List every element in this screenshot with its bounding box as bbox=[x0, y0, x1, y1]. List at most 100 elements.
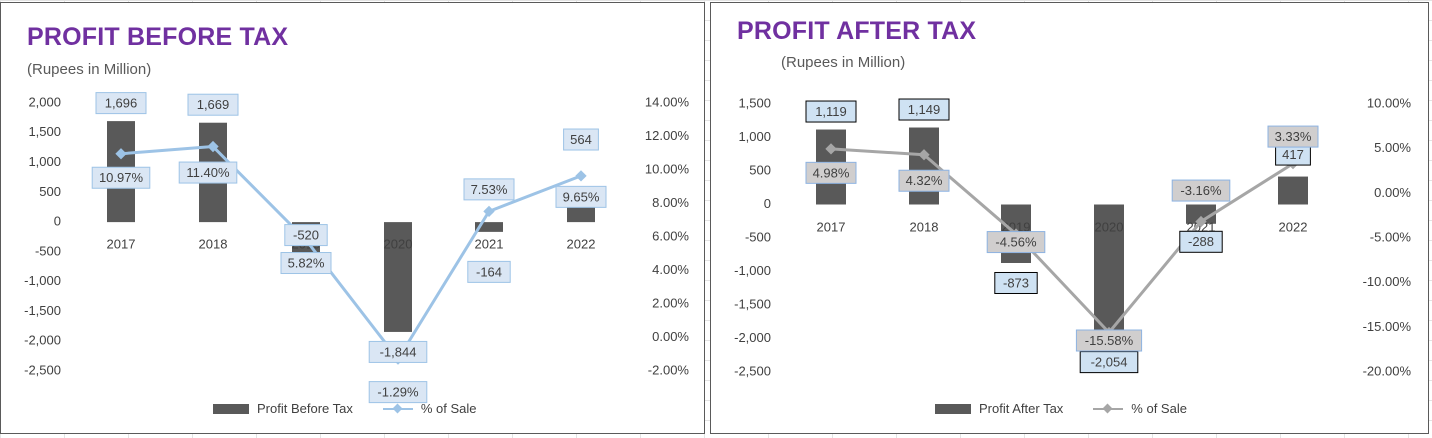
bar-data-label-box bbox=[95, 92, 147, 115]
line-data-label: 7.53% bbox=[471, 182, 508, 197]
line-marker bbox=[207, 140, 219, 153]
chart-subtitle: (Rupees in Million) bbox=[781, 54, 906, 71]
line-data-label-box bbox=[986, 231, 1046, 254]
bar-data-label: -520 bbox=[293, 228, 319, 243]
legend-bar-swatch bbox=[935, 403, 971, 414]
bar-data-label: 1,119 bbox=[815, 104, 847, 119]
y-axis-tick-label: -2,000 bbox=[734, 330, 771, 345]
chart-subtitle: (Rupees in Million) bbox=[27, 61, 152, 78]
line-data-label-box bbox=[178, 161, 238, 184]
chart-title: PROFIT BEFORE TAX bbox=[27, 23, 289, 51]
bar-data-label: 1,696 bbox=[105, 96, 138, 111]
x-axis-tick-label: 2020 bbox=[1095, 219, 1124, 234]
line-data-label: 5.82% bbox=[288, 255, 325, 270]
legend-label-bars: Profit After Tax bbox=[979, 401, 1064, 416]
series-line bbox=[120, 145, 582, 361]
line-data-label-box bbox=[463, 178, 515, 201]
y-axis-tick-label: -1,500 bbox=[734, 296, 771, 311]
line-data-label: -15.58% bbox=[1085, 333, 1134, 348]
bar-data-label-box bbox=[805, 100, 857, 123]
bar-data-label: 417 bbox=[1282, 147, 1304, 162]
y2-axis-tick-label: 8.00% bbox=[652, 195, 689, 210]
y-axis-tick-label: 2,000 bbox=[28, 94, 61, 109]
y2-axis-tick-label: -15.00% bbox=[1363, 319, 1412, 334]
bar-data-label: -873 bbox=[1003, 275, 1029, 290]
line-data-label-box bbox=[1075, 329, 1143, 352]
line-data-label-box bbox=[555, 185, 607, 208]
bar-data-label: -2,054 bbox=[1091, 355, 1128, 370]
y-axis-tick-label: 0 bbox=[764, 196, 771, 211]
bar bbox=[909, 127, 939, 205]
legend-label-line: % of Sale bbox=[420, 401, 477, 416]
x-axis-tick-label: 2022 bbox=[1279, 219, 1308, 234]
y-axis-tick-label: 0 bbox=[54, 214, 61, 229]
bar-data-label-box bbox=[994, 271, 1038, 294]
legend-label-line: % of Sale bbox=[1131, 401, 1187, 416]
bar-data-label-box bbox=[368, 340, 428, 363]
y-axis-tick-label: 1,500 bbox=[28, 124, 61, 139]
line-marker bbox=[1195, 215, 1207, 228]
y-axis-tick-label: 1,000 bbox=[738, 129, 771, 144]
y2-axis-tick-label: 2.00% bbox=[652, 295, 689, 310]
line-data-label-box bbox=[805, 161, 857, 184]
bar-data-label: 1,669 bbox=[197, 97, 230, 112]
bar-data-label-box bbox=[284, 224, 328, 247]
y-axis-tick-label: 500 bbox=[749, 162, 771, 177]
y-axis-tick-label: 1,000 bbox=[28, 154, 61, 169]
line-data-label: 4.98% bbox=[813, 165, 850, 180]
y-axis-tick-label: -1,000 bbox=[24, 273, 61, 288]
line-data-label: 9.65% bbox=[563, 189, 600, 204]
line-data-label-box bbox=[1171, 179, 1231, 202]
bar-data-label: 1,149 bbox=[908, 102, 941, 117]
line-data-label: -3.16% bbox=[1180, 183, 1222, 198]
y-axis-tick-label: 500 bbox=[39, 184, 61, 199]
bar-data-label: -1,844 bbox=[380, 344, 417, 359]
bar-data-label: -288 bbox=[1188, 234, 1214, 249]
chart-legend: Profit Before Tax % of Sale bbox=[213, 401, 477, 416]
profit-before-tax-plot: 2,000 1,500 1,000 500 0 -500 -1,000 -1,500 -2,00… bbox=[24, 92, 690, 404]
line-marker bbox=[575, 170, 587, 182]
line-data-label: -1.29% bbox=[377, 385, 419, 400]
y-axis-tick-label: -500 bbox=[35, 243, 61, 258]
y-axis-tick-label: -2,500 bbox=[24, 362, 61, 377]
line-data-label: 10.97% bbox=[99, 170, 144, 185]
line-data-label-box bbox=[280, 252, 332, 275]
profit-after-tax-chart: PROFIT AFTER TAX (Rupees in Million) 1,5… bbox=[710, 2, 1429, 434]
line-data-label: 11.40% bbox=[186, 165, 230, 180]
chart-title: PROFIT AFTER TAX bbox=[737, 17, 977, 45]
bar-data-label: 564 bbox=[570, 132, 592, 147]
y-axis-tick-label: -500 bbox=[745, 229, 771, 244]
legend-bar-swatch bbox=[213, 403, 249, 414]
bar-data-label-box bbox=[467, 260, 511, 283]
bar-data-label-box bbox=[898, 98, 950, 121]
line-data-label: 4.32% bbox=[906, 173, 943, 188]
line-data-label: 3.33% bbox=[1275, 129, 1312, 144]
bar-data-label: -164 bbox=[476, 264, 502, 279]
y-axis-tick-label: -1,000 bbox=[734, 263, 771, 278]
y2-axis-tick-label: 12.00% bbox=[645, 128, 690, 143]
y2-axis-tick-label: -5.00% bbox=[1370, 229, 1412, 244]
y2-axis-tick-label: 6.00% bbox=[652, 228, 689, 243]
chart-legend: Profit After Tax % of Sale bbox=[935, 401, 1187, 416]
bar bbox=[384, 222, 412, 332]
bar-data-label-box bbox=[563, 128, 599, 151]
y-axis-tick-label: -2,000 bbox=[24, 333, 61, 348]
legend-label-bars: Profit Before Tax bbox=[257, 401, 353, 416]
bar-data-label-box bbox=[1179, 230, 1223, 253]
y2-axis-tick-label: 10.00% bbox=[1367, 95, 1412, 110]
profit-before-tax-chart: PROFIT BEFORE TAX (Rupees in Million) 2,… bbox=[0, 2, 705, 434]
bar bbox=[1278, 176, 1308, 205]
bar-data-label-box bbox=[187, 93, 239, 116]
line-data-label: -4.56% bbox=[995, 235, 1037, 250]
x-axis-tick-label: 2022 bbox=[567, 236, 596, 251]
x-axis-tick-label: 2019 bbox=[1002, 219, 1031, 234]
legend-line-swatch bbox=[1093, 403, 1124, 414]
x-axis-tick-label: 2020 bbox=[384, 236, 413, 251]
y2-axis-tick-label: -20.00% bbox=[1363, 363, 1412, 378]
y2-axis-tick-label: -2.00% bbox=[648, 362, 690, 377]
x-axis-tick-label: 2021 bbox=[475, 236, 504, 251]
y2-axis-tick-label: 0.00% bbox=[1374, 185, 1411, 200]
series-line bbox=[830, 147, 1294, 335]
line-data-label-box bbox=[368, 381, 428, 404]
y2-axis-tick-label: 4.00% bbox=[652, 262, 689, 277]
